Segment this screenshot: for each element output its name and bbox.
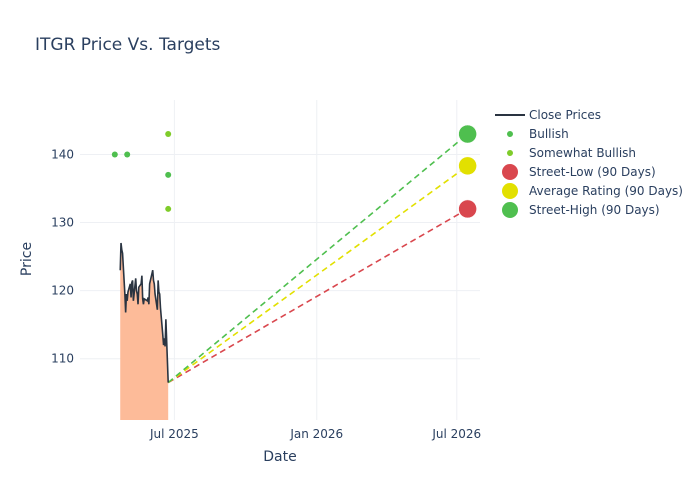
x-tick-label: Jul 2025 (149, 427, 199, 441)
legend-label: Close Prices (529, 108, 601, 122)
legend-label: Street-Low (90 Days) (529, 165, 656, 179)
x-axis-title: Date (263, 449, 296, 465)
legend-item-average-rating[interactable]: Average Rating (90 Days) (502, 183, 683, 199)
y-tick-label: 110 (51, 352, 74, 366)
somewhat-bullish-point (165, 131, 172, 138)
legend-label: Somewhat Bullish (529, 146, 636, 160)
legend-swatch (502, 202, 518, 218)
rating-points (111, 124, 477, 219)
legend-swatch (507, 150, 513, 156)
target-lines (167, 133, 469, 384)
x-tick-label: Jan 2026 (289, 427, 343, 441)
close-price-area-fill (120, 242, 169, 420)
chart-title: ITGR Price Vs. Targets (35, 35, 221, 55)
street-high-marker (458, 124, 477, 144)
legend-label: Bullish (529, 127, 569, 141)
street-low-target-line (167, 208, 469, 384)
close-price-area (120, 242, 169, 420)
y-ticks: 110 120 130 140 (51, 147, 74, 365)
street-low-marker (458, 199, 477, 219)
legend-item-street-high[interactable]: Street-High (90 Days) (502, 202, 660, 218)
bullish-point (111, 151, 118, 158)
street-high-target-line (167, 133, 469, 384)
legend-label: Street-High (90 Days) (529, 203, 660, 217)
bullish-point (124, 151, 131, 158)
somewhat-bullish-point (165, 205, 172, 212)
legend-label: Average Rating (90 Days) (529, 184, 683, 198)
y-axis-title: Price (19, 242, 35, 276)
y-tick-label: 120 (51, 284, 74, 298)
legend-item-somewhat-bullish[interactable]: Somewhat Bullish (507, 146, 636, 160)
close-price-line-group (119, 242, 170, 383)
bullish-point (165, 171, 172, 178)
average-rating-marker (458, 156, 477, 176)
y-tick-label: 130 (51, 216, 74, 230)
average-rating-target-line (167, 165, 469, 384)
close-price-line (119, 242, 170, 383)
legend-swatch (507, 131, 513, 137)
y-tick-label: 140 (51, 147, 74, 161)
legend-item-close-prices[interactable]: Close Prices (495, 108, 601, 122)
legend-item-street-low[interactable]: Street-Low (90 Days) (502, 164, 656, 180)
legend-item-bullish[interactable]: Bullish (507, 127, 569, 141)
legend-swatch (502, 183, 518, 199)
x-ticks: Jul 2025 Jan 2026 Jul 2026 (149, 427, 481, 441)
legend[interactable]: Close Prices Bullish Somewhat Bullish Stree… (495, 108, 683, 218)
x-tick-label: Jul 2026 (431, 427, 481, 441)
legend-swatch (502, 164, 518, 180)
